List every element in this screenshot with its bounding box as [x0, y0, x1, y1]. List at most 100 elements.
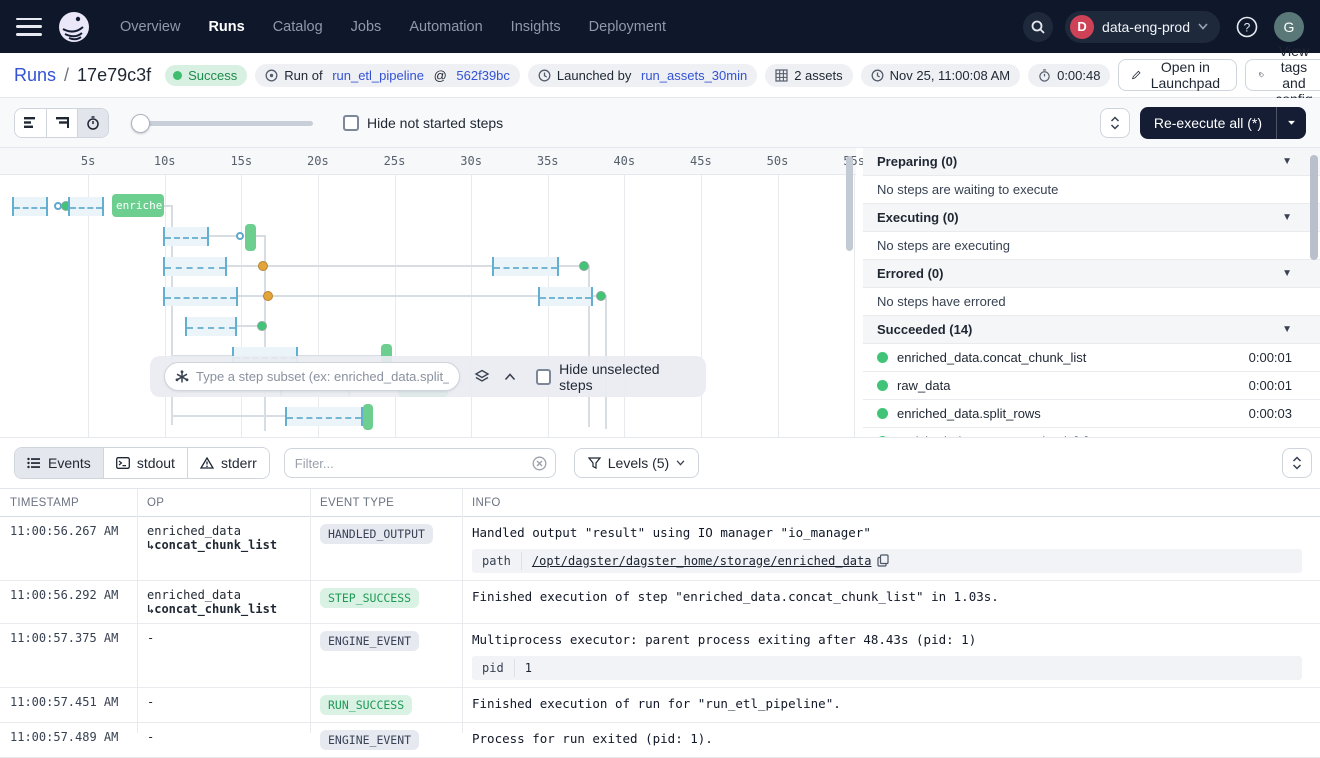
nav-item-jobs[interactable]: Jobs [351, 19, 382, 35]
levels-filter-button[interactable]: Levels (5) [574, 448, 699, 478]
nav-item-insights[interactable]: Insights [511, 19, 561, 35]
step-row[interactable]: raw_data0:00:01 [863, 372, 1320, 400]
run-tag-pill[interactable]: 0:00:48 [1028, 64, 1110, 87]
expand-collapse-panel-button[interactable] [1100, 108, 1130, 138]
dependency-line [268, 265, 492, 267]
reexecute-options-button[interactable] [1276, 107, 1306, 139]
gantt-bar-planned[interactable] [12, 197, 48, 216]
nav-item-automation[interactable]: Automation [409, 19, 482, 35]
event-log-toolbar: Eventsstdoutstderr Levels (5) [0, 438, 1320, 488]
planned-dash [494, 267, 557, 269]
tag-link[interactable]: 562f39bc [456, 68, 510, 83]
chevron-down-icon [1287, 120, 1296, 126]
gantt-marker-orange[interactable] [263, 291, 273, 301]
step-row[interactable]: enriched_data.concat_chunk_list0:00:01 [863, 344, 1320, 372]
step-section-header[interactable]: Preparing (0)▼ [863, 148, 1320, 176]
gantt-bar-success[interactable] [245, 224, 256, 251]
event-log-row[interactable]: 11:00:56.292 AMenriched_data↳concat_chun… [0, 581, 1320, 624]
view-tags-config-button[interactable]: View tags and config [1245, 59, 1320, 91]
nav-item-runs[interactable]: Runs [208, 19, 244, 35]
gantt-marker-green[interactable] [257, 321, 267, 331]
event-info: Handled output "result" using IO manager… [462, 517, 1320, 580]
event-info: Process for run exited (pid: 1). [462, 723, 1320, 757]
step-section-header[interactable]: Errored (0)▼ [863, 260, 1320, 288]
gantt-bar-planned[interactable] [163, 257, 227, 276]
hide-not-started-checkbox[interactable] [343, 115, 359, 131]
gantt-marker-open[interactable] [236, 232, 244, 240]
collapse-overlay-icon[interactable] [504, 373, 516, 381]
reexecute-all-button[interactable]: Re-execute all (*) [1140, 107, 1276, 139]
nav-item-catalog[interactable]: Catalog [273, 19, 323, 35]
zoom-slider-track[interactable] [131, 121, 313, 126]
help-icon[interactable]: ? [1232, 12, 1262, 42]
metadata-value[interactable]: /opt/dagster/dagster_home/storage/enrich… [522, 552, 900, 570]
chevron-down-icon: ▼ [1282, 156, 1292, 167]
user-avatar[interactable]: G [1274, 12, 1304, 42]
gantt-bar-planned[interactable] [163, 287, 238, 306]
event-type-cell: ENGINE_EVENT [310, 723, 462, 757]
gantt-scrollbar[interactable] [846, 156, 853, 251]
run-tag-pill[interactable]: Run of run_etl_pipeline @ 562f39bc [255, 64, 520, 87]
gantt-marker-green[interactable] [579, 261, 589, 271]
tag-link[interactable]: run_etl_pipeline [332, 68, 424, 83]
step-section-empty: No steps have errored [863, 288, 1320, 316]
gantt-bar-planned[interactable] [163, 227, 209, 246]
terminal-icon [116, 457, 130, 469]
planned-dash [165, 237, 207, 239]
tab-stdout[interactable]: stdout [103, 448, 187, 478]
run-tag-pill[interactable]: 2 assets [765, 64, 852, 87]
gantt-bar-planned[interactable] [492, 257, 559, 276]
nav-item-overview[interactable]: Overview [120, 19, 180, 35]
tag-link[interactable]: run_assets_30min [641, 68, 747, 83]
copy-icon [877, 554, 889, 567]
gantt-bar-planned[interactable] [185, 317, 237, 336]
waterfall-view-button[interactable] [46, 109, 77, 137]
run-tag-pill[interactable]: Launched by run_assets_30min [528, 64, 757, 87]
gantt-marker-orange[interactable] [258, 261, 268, 271]
hide-unselected-checkbox[interactable] [536, 369, 552, 385]
tab-stderr[interactable]: stderr [187, 448, 269, 478]
event-message: Finished execution of step "enriched_dat… [472, 588, 1310, 607]
flat-view-button[interactable] [15, 109, 46, 137]
tab-events[interactable]: Events [15, 448, 103, 478]
log-sort-button[interactable] [1282, 448, 1312, 478]
column-divider [462, 488, 463, 733]
gantt-bar-planned[interactable] [68, 197, 104, 216]
step-section-header[interactable]: Succeeded (14)▼ [863, 316, 1320, 344]
axis-gridline [318, 175, 319, 437]
gantt-bar-planned[interactable] [538, 287, 593, 306]
axis-tick-label: 5s [81, 154, 95, 168]
chevron-down-icon: ▼ [1282, 212, 1292, 223]
dependency-line [559, 265, 581, 267]
step-section-empty: No steps are executing [863, 232, 1320, 260]
zoom-slider-knob[interactable] [131, 114, 150, 133]
nav-item-deployment[interactable]: Deployment [589, 19, 666, 35]
breadcrumb-runs-link[interactable]: Runs [14, 65, 56, 86]
run-tag-pill[interactable]: Nov 25, 11:00:08 AM [861, 64, 1020, 87]
step-section-header[interactable]: Executing (0)▼ [863, 204, 1320, 232]
gantt-bar-success-labeled[interactable]: enriche. [112, 194, 164, 217]
step-panel-scrollbar[interactable] [1310, 155, 1318, 260]
step-subset-input[interactable] [196, 369, 449, 384]
event-log-row[interactable]: 11:00:57.451 AM-RUN_SUCCESSFinished exec… [0, 688, 1320, 723]
copy-icon[interactable] [877, 554, 889, 567]
step-row[interactable]: enriched_data.split_rows0:00:03 [863, 400, 1320, 428]
zoom-slider[interactable] [131, 109, 313, 137]
gantt-bar-success[interactable] [363, 404, 373, 430]
timed-view-button[interactable] [77, 109, 108, 137]
event-log-row[interactable]: 11:00:56.267 AMenriched_data↳concat_chun… [0, 517, 1320, 581]
event-log-row[interactable]: 11:00:57.489 AM-ENGINE_EVENTProcess for … [0, 723, 1320, 758]
gantt-marker-green[interactable] [596, 291, 606, 301]
open-in-launchpad-button[interactable]: Open in Launchpad [1118, 59, 1236, 91]
hamburger-menu-icon[interactable] [16, 18, 42, 36]
metadata-value-text: 1 [525, 659, 532, 677]
step-row[interactable]: enriched_data.process_chunk [1]0:00:04 [863, 428, 1320, 437]
event-log-row[interactable]: 11:00:57.375 AM-ENGINE_EVENTMultiprocess… [0, 624, 1320, 688]
search-icon[interactable] [1023, 12, 1053, 42]
gantt-bar-planned[interactable] [285, 407, 363, 426]
event-message: Process for run exited (pid: 1). [472, 730, 1310, 749]
log-filter-input[interactable] [295, 456, 525, 471]
workspace-switcher[interactable]: D data-eng-prod [1065, 11, 1220, 43]
clear-filter-icon[interactable] [532, 456, 547, 471]
layers-icon[interactable] [474, 369, 490, 385]
